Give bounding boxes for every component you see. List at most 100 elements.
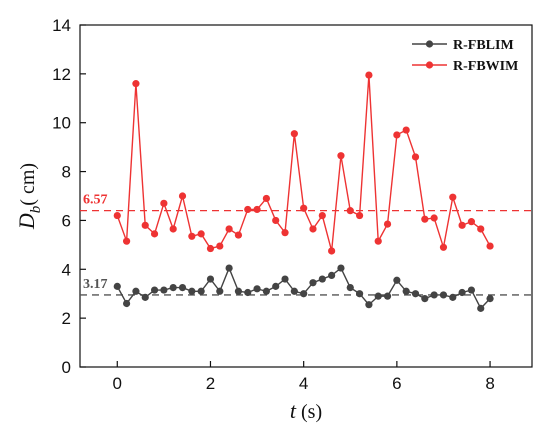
data-point	[374, 292, 382, 300]
data-point	[439, 291, 448, 299]
data-point	[150, 230, 159, 238]
y-tick-label: 14	[52, 16, 71, 35]
data-point	[355, 290, 364, 298]
reference-line-label: 6.57	[83, 193, 108, 208]
data-point	[458, 288, 466, 297]
series-group	[113, 71, 494, 312]
x-axis-title: t (s)	[290, 398, 322, 423]
data-point	[467, 286, 476, 294]
y-tick-label: 6	[62, 211, 71, 230]
data-point	[421, 295, 429, 303]
data-point	[430, 214, 438, 222]
data-point	[290, 287, 298, 295]
data-point	[244, 205, 252, 214]
data-point	[477, 225, 485, 233]
data-point	[160, 286, 168, 294]
data-point	[300, 290, 308, 298]
y-axis-title-main: D	[14, 213, 39, 230]
data-point	[113, 282, 121, 290]
data-point	[337, 264, 345, 272]
y-tick-label: 10	[52, 114, 71, 133]
data-point	[169, 225, 177, 233]
axis-ticks: 0 2 4 6 8 0 2 4 6 8 10 12 14	[52, 16, 495, 393]
x-tick-label: 0	[113, 374, 122, 393]
data-point	[300, 204, 308, 212]
data-point	[467, 218, 476, 226]
reference-line-label: 3.17	[83, 277, 108, 292]
data-point	[113, 211, 121, 220]
legend: R-FBLIM R-FBWIM	[412, 38, 518, 74]
data-point	[449, 293, 457, 301]
data-point	[160, 199, 168, 207]
data-point	[281, 275, 289, 283]
data-point	[178, 284, 187, 292]
legend-marker	[425, 61, 434, 69]
data-point	[383, 292, 392, 300]
data-point	[253, 285, 261, 293]
data-point	[346, 284, 354, 292]
data-point	[132, 287, 140, 295]
series-line	[116, 75, 491, 252]
legend-label: R-FBLIM	[453, 38, 514, 53]
data-point	[281, 229, 289, 237]
data-point	[318, 211, 326, 220]
data-point	[374, 237, 382, 245]
data-point	[197, 230, 205, 238]
y-axis-title-sub: b	[28, 205, 44, 213]
legend-label: R-FBWIM	[453, 59, 518, 74]
data-point	[421, 215, 429, 223]
y-axis-title: Db( cm)	[14, 163, 44, 230]
legend-marker	[425, 40, 434, 48]
data-point	[122, 299, 131, 308]
data-point	[122, 237, 131, 245]
data-point	[328, 271, 336, 279]
data-point	[411, 290, 420, 298]
x-tick-label: 8	[485, 374, 494, 393]
data-point	[458, 221, 466, 229]
data-point	[346, 207, 354, 215]
plot-frame	[79, 24, 533, 368]
data-point	[486, 295, 494, 303]
x-tick-label: 2	[206, 374, 215, 393]
data-point	[272, 216, 280, 225]
y-tick-label: 8	[62, 163, 71, 182]
data-point	[132, 80, 140, 88]
data-point	[244, 288, 252, 297]
data-point	[262, 287, 270, 295]
data-point	[477, 304, 485, 312]
data-point	[383, 220, 392, 228]
data-point	[169, 284, 177, 292]
data-point	[355, 211, 364, 220]
data-point	[290, 130, 298, 138]
data-point	[365, 71, 373, 79]
data-point	[216, 287, 224, 295]
data-point	[449, 193, 457, 201]
x-tick-label: 6	[392, 374, 401, 393]
data-point	[439, 243, 448, 251]
data-point	[225, 264, 233, 272]
y-tick-label: 0	[62, 358, 71, 377]
data-point	[234, 287, 243, 295]
data-point	[188, 287, 196, 295]
data-point	[337, 152, 345, 160]
data-point	[328, 247, 336, 255]
data-point	[216, 242, 224, 250]
data-point	[402, 287, 410, 295]
y-axis-title-unit: ( cm)	[17, 163, 39, 206]
y-tick-label: 2	[62, 309, 71, 328]
data-point	[486, 242, 494, 250]
x-tick-label: 4	[299, 374, 308, 393]
x-axis-title-unit: (s)	[296, 401, 322, 423]
y-tick-label: 12	[52, 65, 71, 84]
data-point	[318, 275, 326, 283]
data-point	[309, 279, 317, 287]
data-point	[365, 301, 373, 309]
data-point	[188, 232, 196, 240]
data-point	[141, 221, 149, 229]
data-point	[253, 205, 261, 214]
data-point	[206, 275, 215, 283]
data-point	[262, 194, 270, 203]
data-point	[430, 291, 438, 299]
data-point	[197, 287, 205, 295]
